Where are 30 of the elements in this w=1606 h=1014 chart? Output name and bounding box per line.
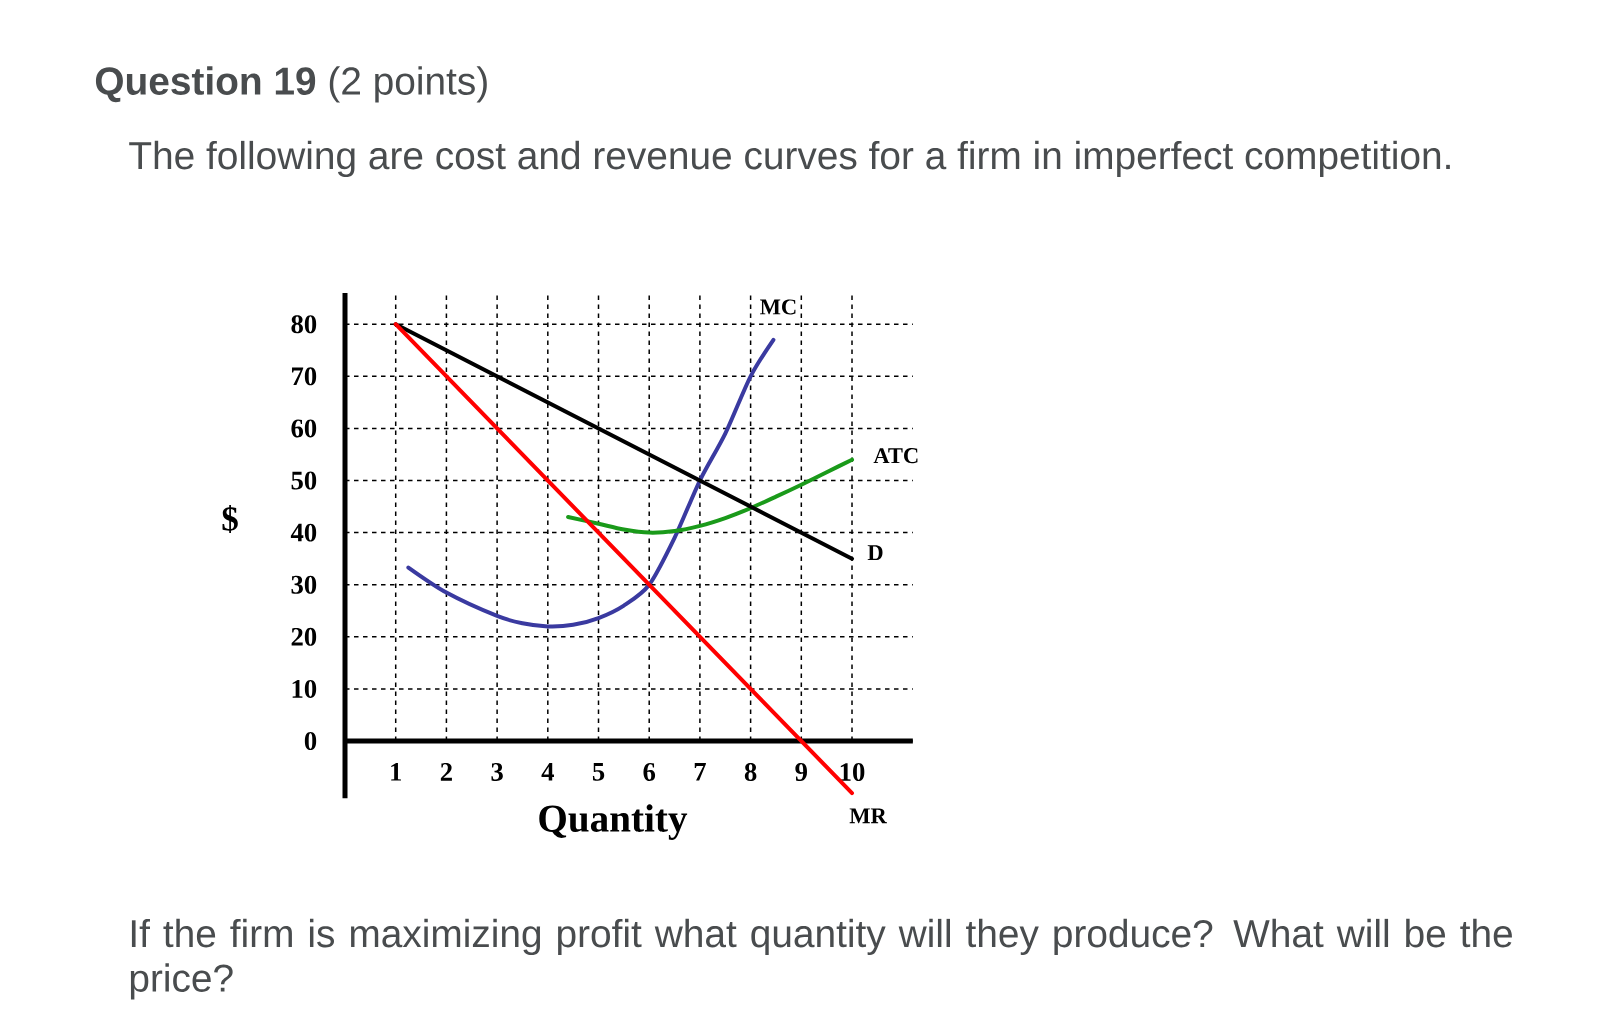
y-tick-label: 50 <box>291 471 317 490</box>
x-tick-label: 5 <box>592 763 605 781</box>
x-tick-label: 4 <box>541 763 554 781</box>
line-series <box>566 457 855 535</box>
y-tick-label: 10 <box>292 679 317 698</box>
x-tick-label: 8 <box>744 763 757 782</box>
x-tick-label: 1 <box>391 763 401 781</box>
chart-title: Question 19 (2 points) <box>95 66 487 103</box>
y-tick-label: 20 <box>291 627 317 646</box>
x-tick-label: 6 <box>643 763 656 781</box>
x-tick-label: 2 <box>440 763 452 781</box>
x-tick-label: 3 <box>491 763 503 781</box>
chart-subtitle: The following are cost and revenue curves for a firm in imperfect competition. <box>129 140 1450 178</box>
y-tick-label: 0 <box>304 732 317 751</box>
x-tick-label: 10 <box>840 763 865 782</box>
series-label: ATC <box>873 448 918 464</box>
series-label: MC <box>760 299 796 315</box>
series-label: D <box>867 545 883 561</box>
text: If the firm is maximizing profit what quantity will they produce? What will be the price? <box>130 918 1512 1000</box>
y-tick-label: 60 <box>291 419 317 438</box>
y-tick-label: 80 <box>291 315 317 334</box>
y-tick-label: 30 <box>291 575 317 594</box>
y-tick-label: 70 <box>292 367 317 386</box>
x-axis-title: Quantity <box>539 804 688 840</box>
x-tick-label: 9 <box>795 763 808 781</box>
series-label: MR <box>849 808 887 824</box>
line-series <box>406 337 776 629</box>
y-tick-label: 40 <box>290 523 317 542</box>
x-tick-label: 7 <box>694 763 706 781</box>
y-axis-title: $ <box>222 505 238 534</box>
